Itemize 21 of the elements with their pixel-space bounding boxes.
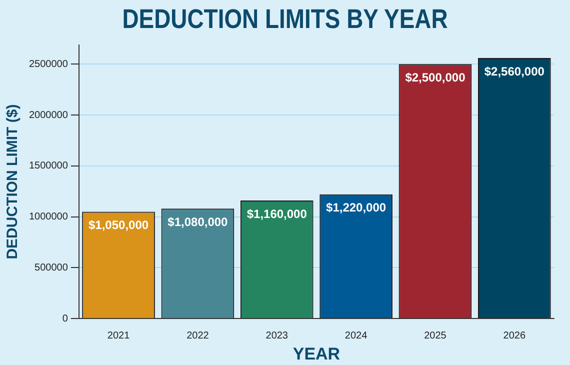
data-label: $2,500,000: [405, 70, 466, 84]
y-tick-label: 1500000: [28, 160, 68, 172]
chart-title: DEDUCTION LIMITS BY YEAR: [121, 4, 449, 35]
data-label: $2,560,000: [484, 64, 545, 78]
data-label: $1,050,000: [88, 218, 149, 232]
data-label: $1,220,000: [326, 200, 386, 215]
y-tick-label: 1000000: [28, 212, 68, 223]
y-tick-label: 500000: [34, 262, 68, 274]
data-label: $1,080,000: [168, 214, 228, 229]
x-tick-label: 2026: [503, 330, 526, 342]
y-tick-label: 0: [62, 313, 68, 324]
x-tick-label: 2025: [424, 330, 447, 342]
x-tick-label: 2021: [107, 330, 130, 342]
x-tick-label: 2024: [344, 330, 368, 342]
x-tick-label: 2023: [266, 330, 288, 342]
y-tick-label: 2500000: [28, 58, 68, 70]
y-tick-label: 2000000: [28, 110, 68, 121]
data-label: $1,160,000: [246, 206, 308, 221]
y-axis-title: DEDUCTION LIMIT ($): [4, 104, 22, 260]
x-tick-label: 2022: [186, 330, 210, 342]
x-axis-title: YEAR: [292, 344, 340, 364]
